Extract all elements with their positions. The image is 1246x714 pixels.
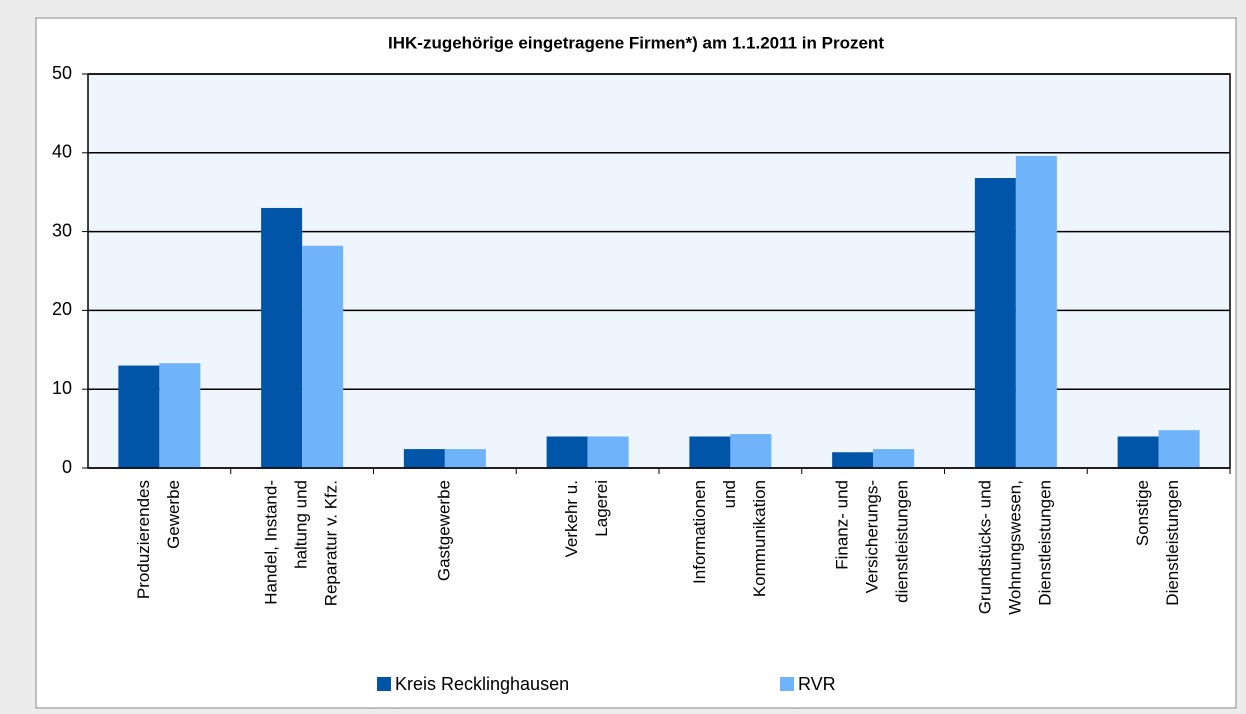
x-tick-label: haltung und: [292, 480, 311, 569]
bar: [587, 436, 629, 468]
y-tick-label: 40: [52, 142, 72, 162]
legend-label: RVR: [798, 674, 836, 694]
y-tick-label: 10: [52, 378, 72, 398]
bar: [546, 436, 588, 468]
plot-border: [87, 73, 1231, 469]
x-tick-label: Handel, Instand-: [262, 480, 281, 605]
bar: [302, 245, 344, 468]
legend-swatch: [780, 677, 794, 691]
bar: [159, 363, 201, 468]
bar: [403, 449, 445, 468]
x-tick-label: Produzierendes: [134, 480, 153, 599]
y-tick-label: 50: [52, 63, 72, 83]
x-tick-label: Reparatur v. Kfz.: [322, 480, 341, 606]
bar: [974, 178, 1016, 469]
x-tick-label: Gewerbe: [164, 480, 183, 549]
x-tick-label: Sonstige: [1133, 480, 1152, 546]
x-tick-label: Verkehr u.: [562, 480, 581, 558]
x-tick-label: Versicherungs-: [863, 480, 882, 593]
x-tick-label: dienstleistungen: [893, 480, 912, 603]
chart-title: IHK-zugehörige eingetragene Firmen*) am …: [388, 33, 884, 52]
x-tick-label: Wohnungswesen,: [1005, 480, 1024, 615]
y-tick-label: 20: [52, 299, 72, 319]
x-tick-label: Lagerei: [592, 480, 611, 537]
x-tick-label: Dienstleistungen: [1163, 480, 1182, 606]
bar: [689, 436, 731, 468]
bar: [261, 207, 303, 468]
bar: [1158, 430, 1200, 468]
x-tick-label: Informationen: [690, 480, 709, 584]
y-tick-label: 30: [52, 220, 72, 240]
bar: [1015, 155, 1057, 468]
bar: [873, 449, 915, 468]
x-tick-label: Kommunikation: [750, 480, 769, 597]
y-tick-label: 0: [62, 457, 72, 477]
x-tick-label: Dienstleistungen: [1035, 480, 1054, 606]
x-tick-label: und: [720, 480, 739, 508]
legend-swatch: [377, 677, 391, 691]
plot-area: [88, 74, 1230, 468]
x-tick-label: Gastgewerbe: [434, 480, 453, 581]
legend-label: Kreis Recklinghausen: [395, 674, 569, 694]
x-tick-label: Finanz- und: [833, 480, 852, 570]
bar: [444, 449, 486, 468]
bar: [832, 452, 874, 468]
bar: [730, 434, 772, 468]
bar: [1117, 436, 1159, 468]
bar: [118, 365, 160, 468]
x-tick-label: Grundstücks- und: [975, 480, 994, 614]
